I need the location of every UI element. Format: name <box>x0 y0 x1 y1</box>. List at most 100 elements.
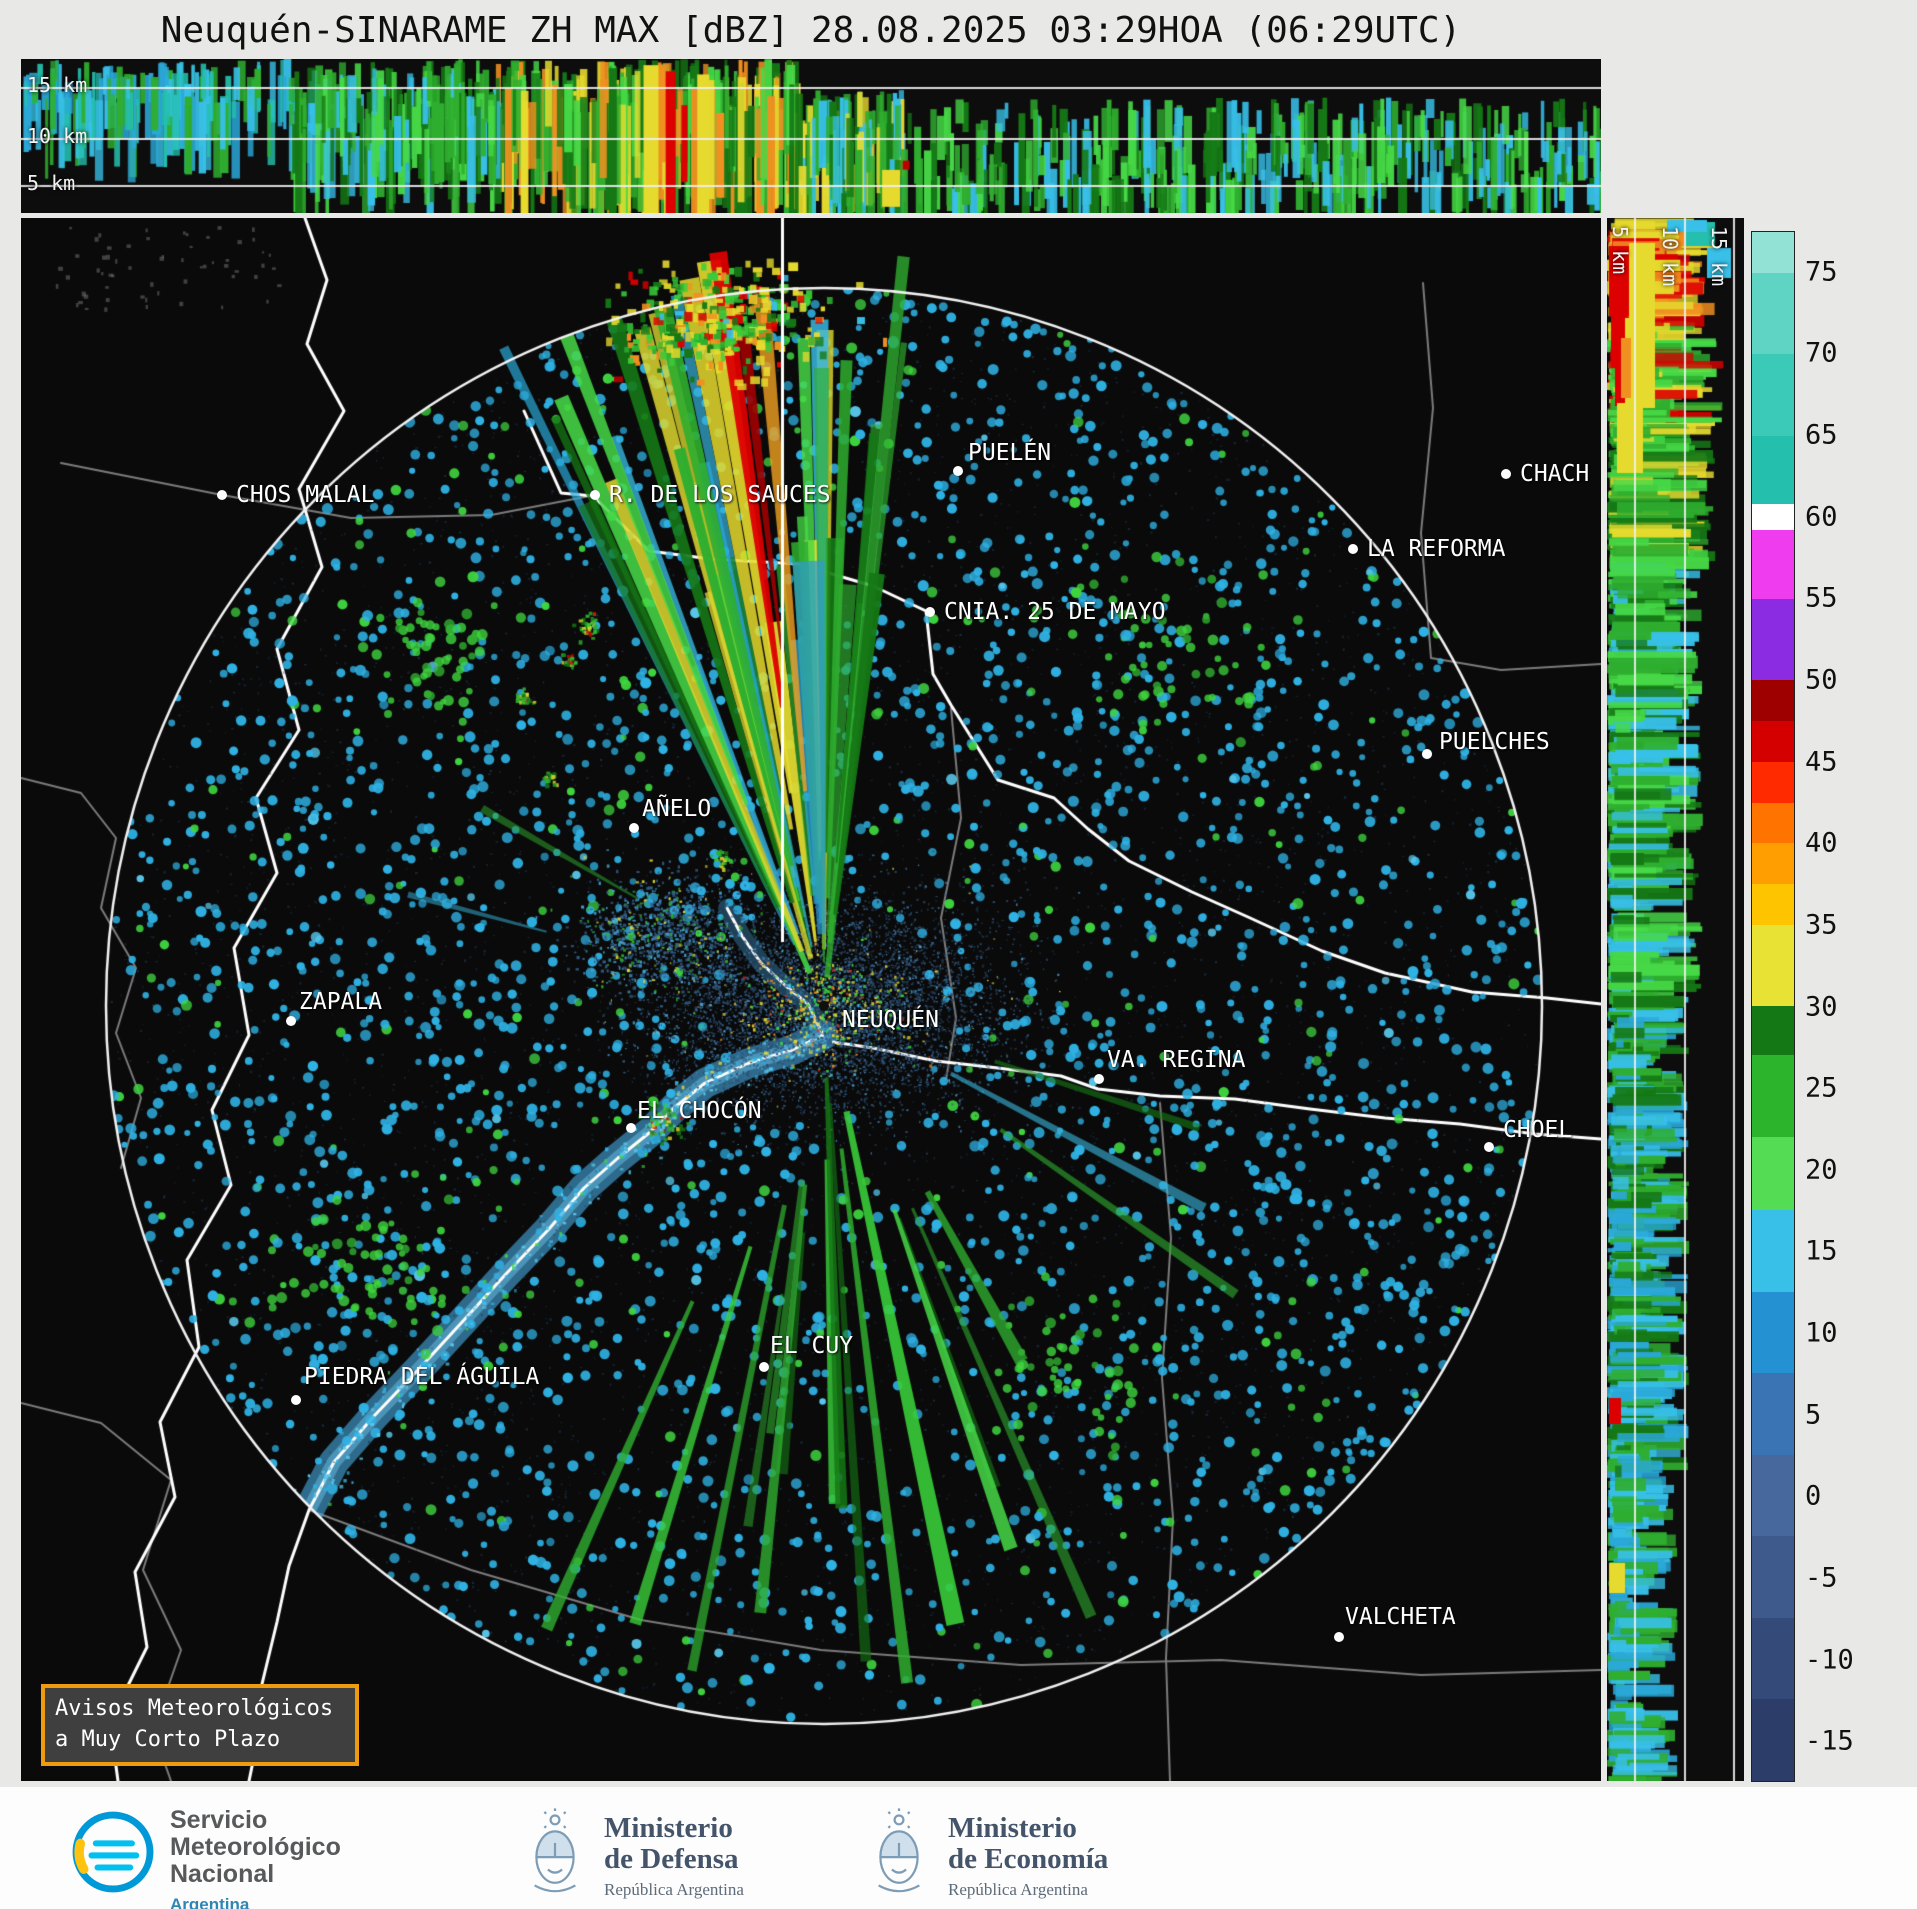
colorbar-segment <box>1752 1617 1794 1700</box>
colorbar-tick-label: 5 <box>1805 1399 1822 1431</box>
height-label-15km: 15 km <box>27 73 88 97</box>
main-radar-panel: CHOS MALAL R. DE LOS SAUCES PUELÉN CHACH LA … <box>21 218 1601 1781</box>
colorbar-segment <box>1752 924 1794 1007</box>
height-label-5km-side: 5 km <box>1608 226 1632 275</box>
colorbar-segment <box>1752 354 1794 436</box>
colorbar-segment <box>1752 598 1794 681</box>
colorbar-segment <box>1752 272 1794 355</box>
smn-line-1: Servicio <box>170 1806 268 1834</box>
ministerio-defensa-wordmark: Ministerio de Defensa República Argentin… <box>604 1813 744 1900</box>
colorbar-tick-label: 40 <box>1805 827 1838 859</box>
colorbar-tick-label: 25 <box>1805 1072 1838 1104</box>
colorbar-tick-label: 10 <box>1805 1317 1838 1349</box>
city-label: ZAPALA <box>299 989 383 1015</box>
colorbar-tick-label: 65 <box>1805 419 1838 451</box>
colorbar-tick-label: 60 <box>1805 501 1838 533</box>
colorbar-tick-label: 45 <box>1805 746 1838 778</box>
smn-line-2: Meteorológico <box>170 1833 341 1861</box>
city-label: PUELÉN <box>968 440 1052 466</box>
colorbar-tick-label: -10 <box>1805 1644 1854 1676</box>
smn-wordmark: Servicio Meteorológico Nacional Argentin… <box>170 1807 341 1909</box>
height-label-10km-side: 10 km <box>1658 226 1682 287</box>
colorbar-segment <box>1752 802 1794 844</box>
colorbar-segment <box>1752 232 1794 273</box>
side-cross-section-canvas <box>1607 218 1744 1781</box>
defensa-coat-of-arms-icon <box>534 1808 576 1893</box>
page-title: Neuquén-SINARAME ZH MAX [dBZ] 28.08.2025… <box>160 10 1462 51</box>
radar-ppi-canvas <box>21 218 1601 1781</box>
city-label: PIEDRA DEL ÁGUILA <box>304 1364 540 1390</box>
economia-line-2: de Economía <box>948 1843 1109 1875</box>
colorbar-segment <box>1752 884 1794 925</box>
smn-country: Argentina <box>170 1895 250 1909</box>
city-label: LA REFORMA <box>1367 536 1506 562</box>
colorbar-segment <box>1752 1454 1794 1537</box>
city-label: EL CHOCÓN <box>637 1098 762 1124</box>
colorbar-tick-label: 20 <box>1805 1154 1838 1186</box>
colorbar-segment <box>1752 721 1794 762</box>
colorbar-segment <box>1752 1136 1794 1211</box>
city-marker-dot <box>1501 469 1511 479</box>
warning-line-2: a Muy Corto Plazo <box>55 1727 281 1752</box>
economia-coat-of-arms-icon <box>878 1808 920 1893</box>
city-label: EL CUY <box>770 1333 854 1359</box>
city-label: CHOS MALAL <box>236 482 375 508</box>
city-marker-dot <box>1334 1632 1344 1642</box>
colorbar-tick-label: 35 <box>1805 909 1838 941</box>
economia-line-1: Ministerio <box>948 1812 1077 1844</box>
city-marker-dot <box>291 1395 301 1405</box>
colorbar-segment <box>1752 530 1794 599</box>
defensa-line-2: de Defensa <box>604 1843 739 1875</box>
colorbar-tick-label: -15 <box>1805 1725 1854 1757</box>
colorbar-tick-label: 30 <box>1805 991 1838 1022</box>
city-marker-dot <box>626 1123 636 1133</box>
colorbar-segment <box>1752 1210 1794 1292</box>
height-label-15km-side: 15 km <box>1707 226 1731 287</box>
height-label-10km: 10 km <box>27 124 88 148</box>
ministerio-economia-wordmark: Ministerio de Economía República Argenti… <box>948 1813 1108 1900</box>
colorbar-tick-label: 15 <box>1805 1235 1838 1267</box>
colorbar-tick-label: -5 <box>1805 1562 1838 1594</box>
colorbar-segment <box>1752 1699 1794 1781</box>
colorbar-segment <box>1752 1536 1794 1618</box>
city-marker-dot <box>629 823 639 833</box>
defensa-sub: República Argentina <box>604 1880 744 1899</box>
warning-box[interactable]: Avisos Meteorológicos a Muy Corto Plazo <box>41 1684 359 1766</box>
city-marker-dot <box>217 490 227 500</box>
colorbar-segment <box>1752 761 1794 803</box>
smn-line-3: Nacional <box>170 1860 275 1888</box>
colorbar-segment <box>1752 680 1794 722</box>
warning-line-1: Avisos Meteorológicos <box>55 1696 334 1721</box>
colorbar-gradient <box>1751 231 1795 1782</box>
colorbar-tick-label: 70 <box>1805 337 1838 369</box>
city-marker-dot <box>925 607 935 617</box>
city-label: CHACH <box>1520 461 1590 487</box>
city-label: AÑELO <box>642 796 712 822</box>
city-marker-dot <box>1484 1142 1494 1152</box>
city-marker-dot <box>286 1016 296 1026</box>
colorbar-tick-label: 50 <box>1805 664 1838 696</box>
side-cross-section-panel: 5 km 10 km 15 km <box>1607 218 1744 1781</box>
colorbar-segment <box>1752 1373 1794 1455</box>
city-marker-dot <box>759 1362 769 1372</box>
city-label: CHOEL <box>1503 1117 1573 1143</box>
colorbar-segment <box>1752 1291 1794 1374</box>
city-label: NEUQUÉN <box>842 1007 939 1033</box>
top-cross-section-canvas <box>21 59 1601 213</box>
colorbar-tick-label: 55 <box>1805 582 1838 614</box>
smn-logo-icon <box>72 1811 154 1893</box>
colorbar-segment <box>1752 1006 1794 1056</box>
city-labels-layer: CHOS MALAL R. DE LOS SAUCES PUELÉN CHACH LA … <box>21 218 1601 1781</box>
height-label-5km: 5 km <box>27 171 76 195</box>
colorbar-tick-label: 0 <box>1805 1480 1822 1512</box>
city-label: VALCHETA <box>1345 1604 1456 1630</box>
city-marker-dot <box>1094 1074 1104 1084</box>
city-marker-dot <box>1348 544 1358 554</box>
defensa-line-1: Ministerio <box>604 1812 733 1844</box>
city-label: CNIA. 25 DE MAYO <box>944 599 1166 625</box>
colorbar-segment <box>1752 435 1794 505</box>
footer: Servicio Meteorológico Nacional Argentin… <box>0 1787 1917 1909</box>
city-label: VA. REGINA <box>1107 1047 1246 1073</box>
colorbar-segment <box>1752 504 1794 531</box>
